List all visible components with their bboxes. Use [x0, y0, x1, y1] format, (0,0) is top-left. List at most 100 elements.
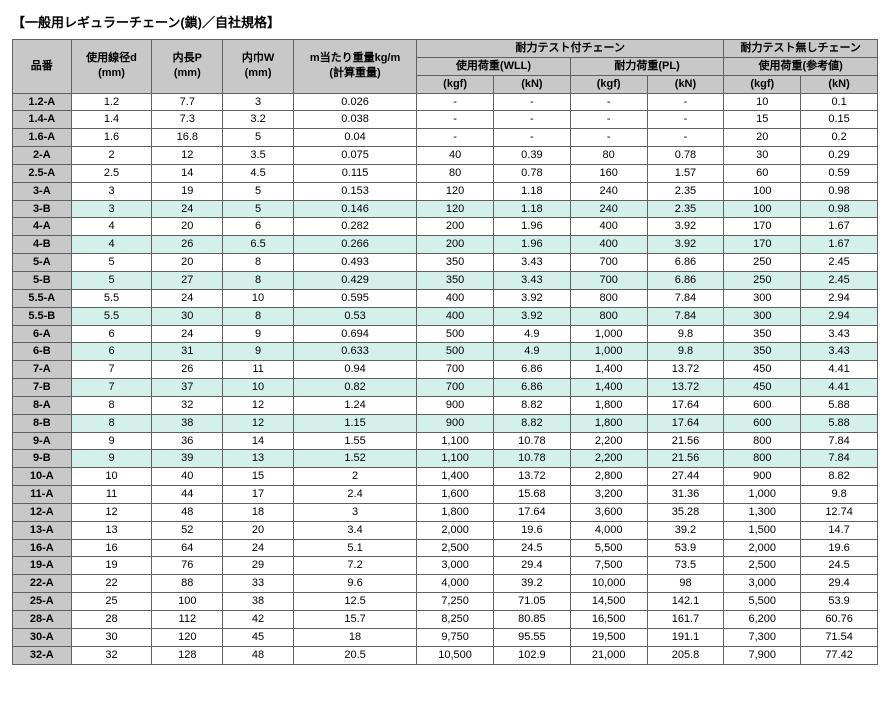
cell-pl_kgf: 240 [570, 182, 647, 200]
cell-p: 38 [152, 414, 223, 432]
cell-p: 7.7 [152, 93, 223, 111]
cell-ref_kn: 4.41 [801, 379, 878, 397]
cell-d: 5.5 [71, 307, 152, 325]
cell-p: 20 [152, 218, 223, 236]
cell-pl_kgf: 3,600 [570, 503, 647, 521]
cell-wll_kgf: 9,750 [417, 628, 494, 646]
cell-ref_kn: 60.76 [801, 611, 878, 629]
hdr-ref-kgf: (kgf) [724, 75, 801, 93]
cell-wll_kn: 17.64 [493, 503, 570, 521]
cell-ref_kgf: 250 [724, 271, 801, 289]
cell-wt: 0.146 [293, 200, 416, 218]
cell-wt: 5.1 [293, 539, 416, 557]
table-row: 8-B838121.159008.821,80017.646005.88 [13, 414, 878, 432]
cell-w: 42 [223, 611, 294, 629]
cell-pl_kn: - [647, 111, 724, 129]
cell-wt: 0.115 [293, 164, 416, 182]
cell-wll_kn: 3.92 [493, 289, 570, 307]
cell-ref_kgf: 10 [724, 93, 801, 111]
cell-d: 7 [71, 361, 152, 379]
hdr-inner-width: 内巾W (mm) [223, 40, 294, 94]
cell-d: 10 [71, 468, 152, 486]
cell-wll_kn: 0.78 [493, 164, 570, 182]
hdr-wire-dia-unit: (mm) [98, 67, 125, 79]
hdr-inner-len-unit: (mm) [174, 67, 201, 79]
hdr-pl-kgf: (kgf) [570, 75, 647, 93]
cell-p: 64 [152, 539, 223, 557]
cell-w: 3.2 [223, 111, 294, 129]
cell-p: 14 [152, 164, 223, 182]
cell-pl_kgf: 80 [570, 147, 647, 165]
cell-wll_kn: 8.82 [493, 414, 570, 432]
cell-wt: 0.82 [293, 379, 416, 397]
cell-d: 7 [71, 379, 152, 397]
cell-ref_kn: 0.29 [801, 147, 878, 165]
cell-wt: 1.24 [293, 396, 416, 414]
table-row: 28-A281124215.78,25080.8516,500161.76,20… [13, 611, 878, 629]
cell-wll_kgf: 350 [417, 271, 494, 289]
table-row: 6-B63190.6335004.91,0009.83503.43 [13, 343, 878, 361]
cell-wll_kn: 3.92 [493, 307, 570, 325]
cell-pl_kn: 21.56 [647, 432, 724, 450]
cell-wll_kn: 4.9 [493, 343, 570, 361]
cell-ref_kgf: 15 [724, 111, 801, 129]
cell-pl_kgf: 400 [570, 218, 647, 236]
cell-d: 3 [71, 182, 152, 200]
cell-pl_kgf: - [570, 93, 647, 111]
cell-w: 14 [223, 432, 294, 450]
cell-d: 4 [71, 218, 152, 236]
cell-wt: 9.6 [293, 575, 416, 593]
cell-wll_kn: 71.05 [493, 593, 570, 611]
cell-pl_kn: 13.72 [647, 361, 724, 379]
cell-ref_kgf: 7,300 [724, 628, 801, 646]
cell-d: 8 [71, 414, 152, 432]
cell-ref_kn: 0.98 [801, 182, 878, 200]
cell-ref_kn: 9.8 [801, 486, 878, 504]
cell-wll_kgf: 1,800 [417, 503, 494, 521]
cell-pl_kn: 205.8 [647, 646, 724, 664]
cell-ref_kgf: 600 [724, 396, 801, 414]
cell-wt: 3 [293, 503, 416, 521]
cell-pl_kgf: 700 [570, 271, 647, 289]
cell-ref_kgf: 100 [724, 182, 801, 200]
cell-p: 19 [152, 182, 223, 200]
cell-ref_kn: 77.42 [801, 646, 878, 664]
cell-wt: 0.026 [293, 93, 416, 111]
cell-p: 31 [152, 343, 223, 361]
cell-ref_kgf: 250 [724, 254, 801, 272]
cell-pn: 1.2-A [13, 93, 72, 111]
cell-wll_kn: 1.18 [493, 200, 570, 218]
cell-ref_kn: 0.59 [801, 164, 878, 182]
cell-pl_kn: 2.35 [647, 200, 724, 218]
cell-p: 20 [152, 254, 223, 272]
cell-pl_kn: 1.57 [647, 164, 724, 182]
cell-ref_kn: 8.82 [801, 468, 878, 486]
cell-p: 7.3 [152, 111, 223, 129]
cell-pl_kn: 142.1 [647, 593, 724, 611]
cell-d: 2.5 [71, 164, 152, 182]
cell-ref_kgf: 2,000 [724, 539, 801, 557]
cell-ref_kgf: 350 [724, 325, 801, 343]
cell-pl_kn: - [647, 93, 724, 111]
cell-pl_kgf: 4,000 [570, 521, 647, 539]
cell-pl_kgf: 16,500 [570, 611, 647, 629]
cell-p: 39 [152, 450, 223, 468]
cell-pl_kn: 31.36 [647, 486, 724, 504]
cell-pl_kn: 17.64 [647, 396, 724, 414]
cell-wll_kgf: 7,250 [417, 593, 494, 611]
cell-wt: 0.04 [293, 129, 416, 147]
cell-pl_kn: 73.5 [647, 557, 724, 575]
cell-ref_kn: 0.98 [801, 200, 878, 218]
cell-pl_kn: 6.86 [647, 254, 724, 272]
cell-pn: 11-A [13, 486, 72, 504]
cell-ref_kn: 7.84 [801, 450, 878, 468]
cell-wll_kn: - [493, 93, 570, 111]
cell-wt: 0.694 [293, 325, 416, 343]
cell-wt: 3.4 [293, 521, 416, 539]
cell-pn: 9-A [13, 432, 72, 450]
cell-d: 5 [71, 254, 152, 272]
cell-pl_kgf: 7,500 [570, 557, 647, 575]
cell-wll_kgf: 40 [417, 147, 494, 165]
table-row: 5-B52780.4293503.437006.862502.45 [13, 271, 878, 289]
cell-wt: 20.5 [293, 646, 416, 664]
